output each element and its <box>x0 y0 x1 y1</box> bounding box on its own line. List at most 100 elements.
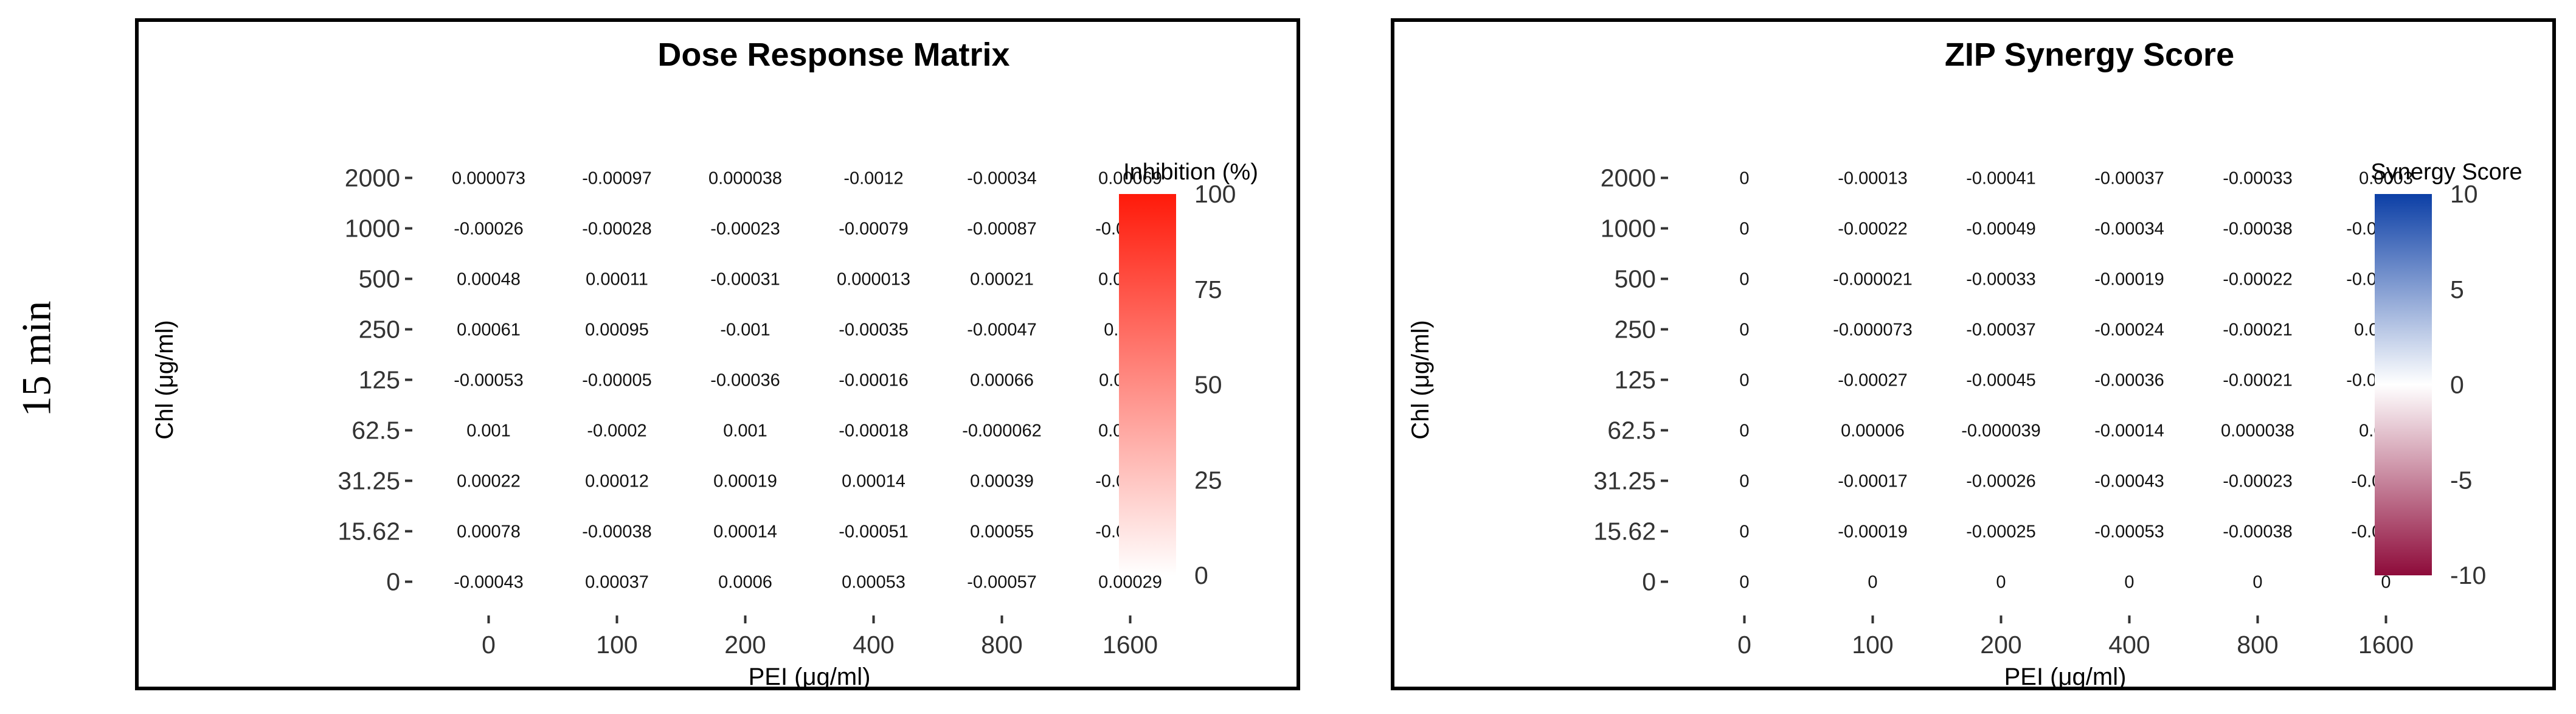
x-tick-label: 200 <box>1980 631 2021 659</box>
legend-title: Synergy Score <box>2370 159 2522 185</box>
legend-colorbar <box>2375 194 2432 575</box>
dose-response-heatmap: Dose Response Matrix 0.000073 -0.00097 0.00… <box>151 36 1258 687</box>
chart-title: Dose Response Matrix <box>657 36 1009 73</box>
legend-tick-label: 0 <box>1194 561 1208 589</box>
y-tick-label: 250 <box>1615 316 1656 344</box>
cell-value: -0.00022 <box>1838 220 1908 239</box>
cell-value: 0 <box>1739 573 1749 592</box>
y-tick-label: 125 <box>359 366 400 394</box>
cell-value: 0 <box>1739 421 1749 441</box>
cell-value: -0.00021 <box>2223 371 2293 390</box>
x-axis-title: PEI (μg/ml) <box>2004 664 2127 687</box>
cell-value: -0.00033 <box>2223 169 2293 189</box>
cell-value: 0.00022 <box>457 472 521 491</box>
cell-value: -0.00043 <box>2094 472 2164 491</box>
x-tick-label: 100 <box>1852 631 1893 659</box>
y-tick-label: 125 <box>1615 366 1656 394</box>
cell-value: 0 <box>1739 522 1749 542</box>
cell-value: -0.00033 <box>1966 270 2036 289</box>
cell-value: 0 <box>1739 220 1749 239</box>
cell-value: -0.00038 <box>2223 220 2293 239</box>
cell-value: -0.00036 <box>710 371 780 390</box>
cell-value: 0.00011 <box>586 270 648 289</box>
cell-value: 0.001 <box>723 421 767 441</box>
cell-value: -0.00022 <box>2223 270 2293 289</box>
cell-value: -0.00038 <box>582 522 652 542</box>
y-tick-label: 0 <box>1642 568 1656 596</box>
y-tick-label: 15.62 <box>338 518 400 546</box>
cell-value: 0.00014 <box>842 472 905 491</box>
cell-value: 0.00069 <box>1098 169 1162 189</box>
cell-value: 0 <box>1739 321 1749 340</box>
cell-value: -0.00026 <box>1966 472 2036 491</box>
cell-value: -0.00038 <box>2223 522 2293 542</box>
legend-tick-label: -10 <box>2450 561 2486 589</box>
cell-value: 0.00078 <box>457 522 521 542</box>
cell-value: -0.00028 <box>582 220 652 239</box>
cell-value: -0.001 <box>720 321 770 340</box>
y-tick-label: 0 <box>386 568 400 596</box>
y-tick-label: 250 <box>359 316 400 344</box>
cell-value: -0.00053 <box>454 371 524 390</box>
cell-value: -0.00017 <box>1838 472 1908 491</box>
cell-value: -0.00035 <box>839 321 909 340</box>
legend-tick-label: 75 <box>1194 276 1222 303</box>
legend-tick-label: 25 <box>1194 466 1222 494</box>
x-tick-label: 800 <box>981 631 1022 659</box>
cell-value: 0.000073 <box>452 169 525 189</box>
cell-value: -0.00079 <box>839 220 909 239</box>
cell-value: 0.00053 <box>842 573 905 592</box>
cell-value: -0.00014 <box>2094 421 2164 441</box>
cell-value: -0.00027 <box>1838 371 1908 390</box>
cell-value: 0.001 <box>466 421 511 441</box>
cell-value: -0.000021 <box>1833 270 1913 289</box>
zip-synergy-heatmap: ZIP Synergy Score 0 -0.00013 -0.00041 -0.000… <box>1407 36 2522 687</box>
x-tick-label: 800 <box>2237 631 2278 659</box>
cell-value: -0.00049 <box>1966 220 2036 239</box>
cell-value: 0 <box>1739 371 1749 390</box>
cell-value: -0.00021 <box>2223 321 2293 340</box>
dose-response-panel: Dose Response Matrix 0.000073 -0.00097 0.00… <box>135 18 1300 690</box>
cell-value: -0.00013 <box>1838 169 1908 189</box>
cell-value: -0.00023 <box>2223 472 2293 491</box>
cell-value: -0.00018 <box>839 421 909 441</box>
cell-value: -0.00045 <box>1966 371 2036 390</box>
cell-value: 0.000038 <box>708 169 782 189</box>
cell-value: -0.00024 <box>2094 321 2164 340</box>
cell-value: -0.00005 <box>582 371 652 390</box>
x-tick-label: 0 <box>482 631 496 659</box>
cell-value: 0 <box>1868 573 1877 592</box>
cell-value: -0.00016 <box>839 371 909 390</box>
cell-value: -0.000039 <box>1961 421 2041 441</box>
cell-value: 0.000013 <box>837 270 910 289</box>
x-tick-label: 1600 <box>1103 631 1158 659</box>
x-tick-label: 400 <box>2108 631 2150 659</box>
x-tick-label: 200 <box>724 631 766 659</box>
cell-value: -0.00053 <box>2094 522 2164 542</box>
legend-title: Inhibition (%) <box>1123 159 1258 185</box>
cell-value: 0 <box>1739 169 1749 189</box>
cell-value: 0.00014 <box>713 522 777 542</box>
cell-value: 0.0003 <box>2359 169 2413 189</box>
cell-value: -0.00041 <box>1966 169 2036 189</box>
cell-value: -0.00026 <box>454 220 524 239</box>
legend-tick-label: 0 <box>2450 371 2464 399</box>
legend-tick-label: 100 <box>1194 180 1236 208</box>
y-tick-label: 500 <box>1615 265 1656 293</box>
cell-value: -0.000062 <box>962 421 1042 441</box>
cell-value: 0.00061 <box>457 321 521 340</box>
cell-value: 0.00012 <box>585 472 649 491</box>
row-label: 15 min <box>12 280 61 438</box>
legend-tick-label: -5 <box>2450 466 2472 494</box>
cell-value: -0.00036 <box>2094 371 2164 390</box>
cell-value: 0.00055 <box>970 522 1034 542</box>
y-tick-label: 31.25 <box>1593 467 1656 495</box>
x-tick-label: 400 <box>853 631 894 659</box>
row-label-text: 15 min <box>13 300 60 417</box>
y-tick-label: 62.5 <box>351 417 400 445</box>
cell-value: -0.00031 <box>710 270 780 289</box>
cell-value: 0.00048 <box>457 270 521 289</box>
legend-tick-label: 10 <box>2450 180 2478 208</box>
cell-value: 0 <box>1996 573 2006 592</box>
x-tick-label: 1600 <box>2358 631 2414 659</box>
